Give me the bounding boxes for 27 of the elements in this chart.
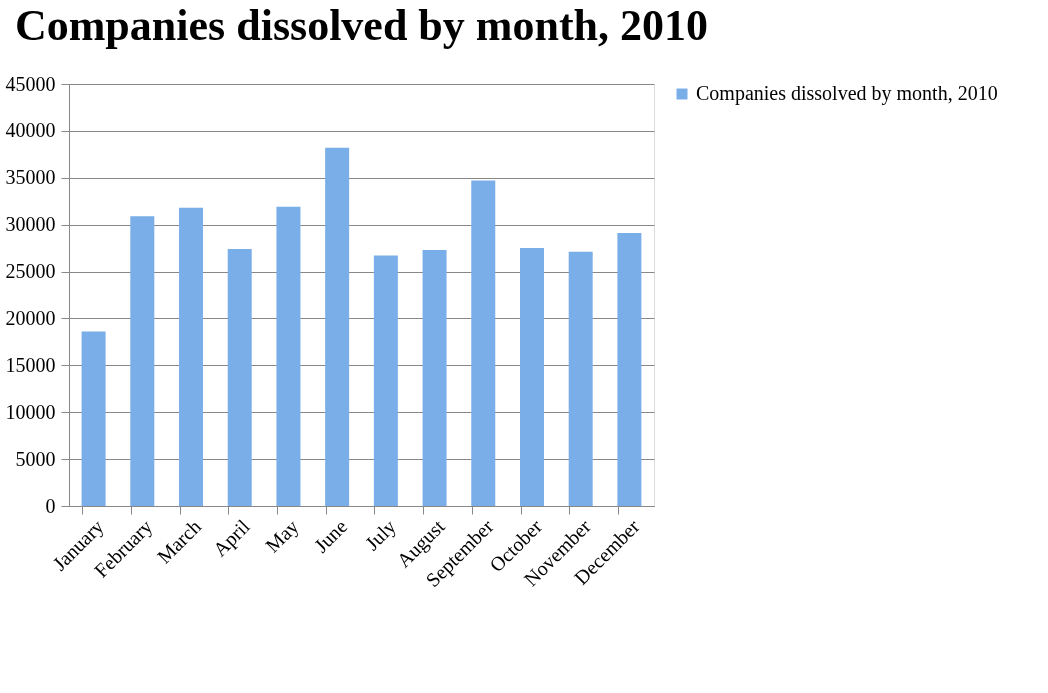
bar: [373, 255, 398, 506]
y-tick-label: 15000: [5, 353, 56, 376]
bar: [617, 233, 642, 506]
y-tick-label: 5000: [15, 447, 56, 470]
x-tick-label: June: [309, 515, 352, 557]
bar: [519, 248, 544, 506]
x-tick-label: May: [261, 515, 304, 558]
y-tick-label: 10000: [5, 400, 56, 423]
x-tick-label: July: [360, 515, 401, 555]
legend-label: Companies dissolved by month, 2010: [696, 82, 998, 105]
y-tick-label: 35000: [5, 166, 56, 189]
bar: [227, 249, 252, 506]
bar: [179, 207, 204, 506]
bar: [130, 216, 155, 506]
y-tick-label: 45000: [5, 72, 56, 95]
bar: [471, 180, 496, 506]
bar: [276, 206, 301, 506]
y-tick-label: 25000: [5, 260, 56, 283]
chart-title: Companies dissolved by month, 2010: [14, 1, 709, 50]
y-tick-label: 20000: [5, 306, 56, 329]
bar: [81, 331, 106, 506]
y-tick-label: 30000: [5, 213, 56, 236]
bar: [325, 147, 350, 506]
y-tick-label: 0: [45, 494, 56, 517]
y-tick-label: 40000: [5, 119, 56, 142]
bar: [422, 249, 447, 506]
bar: [568, 251, 593, 506]
